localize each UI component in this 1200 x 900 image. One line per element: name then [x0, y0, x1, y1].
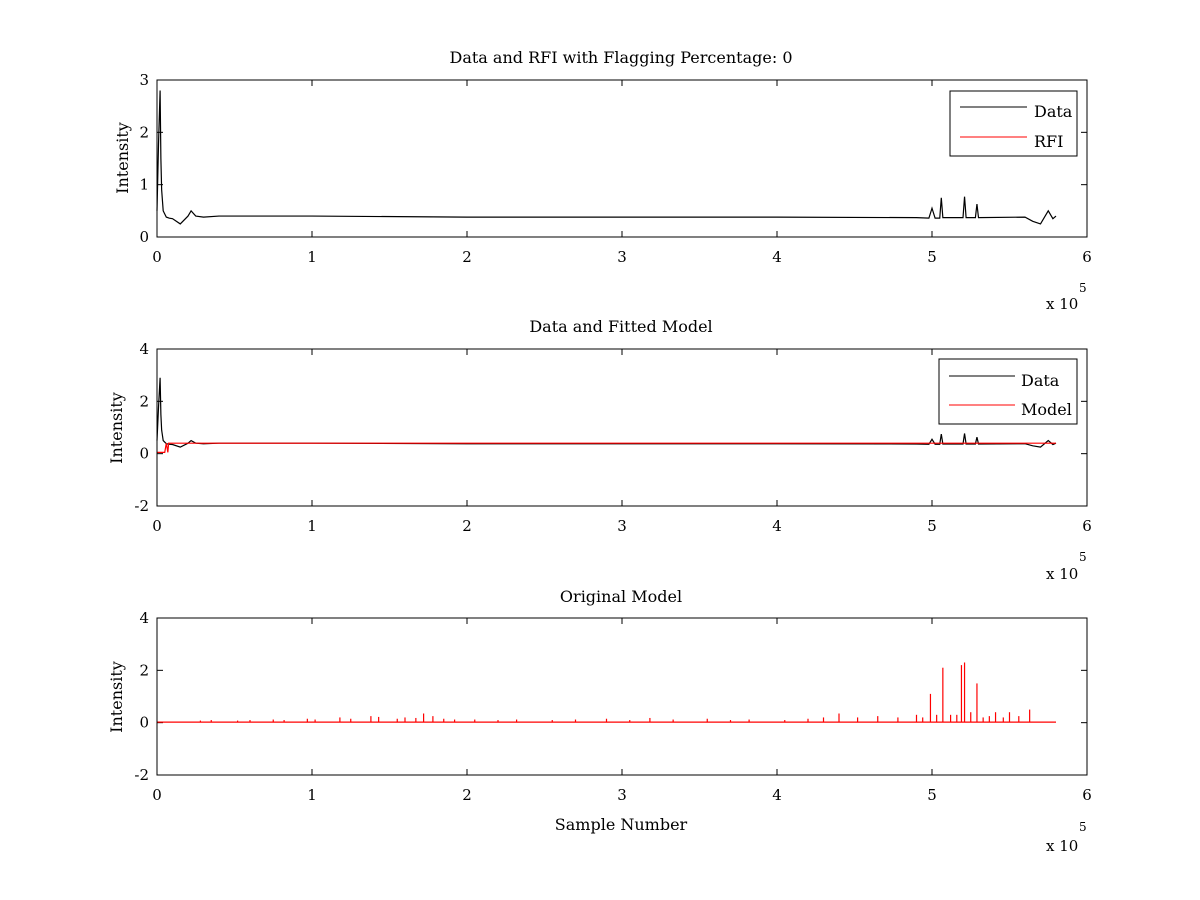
- x-tick-label: 1: [307, 786, 317, 804]
- y-tick-label: 3: [139, 71, 149, 89]
- x-tick-label: 0: [152, 786, 162, 804]
- x-tick-label: 2: [462, 786, 472, 804]
- x-tick-label: 4: [772, 517, 782, 535]
- x-tick-label: 2: [462, 517, 472, 535]
- axes-top-title: Data and RFI with Flagging Percentage: 0: [449, 48, 792, 67]
- axes-middle-title: Data and Fitted Model: [529, 317, 712, 336]
- axes-middle-x-multiplier-exp: 5: [1079, 550, 1087, 564]
- y-tick-label: 0: [139, 714, 149, 732]
- series-line-data: [156, 90, 1057, 225]
- axes-bottom-plot: [157, 662, 1056, 723]
- axes-top-frame: [156, 79, 1088, 238]
- y-tick-label: -2: [134, 766, 149, 784]
- y-tick-label: 0: [139, 228, 149, 246]
- axes-bottom-frame: [156, 617, 1088, 776]
- x-tick-label: 0: [152, 248, 162, 266]
- x-tick-label: 4: [772, 786, 782, 804]
- axes-bottom-x-multiplier-exp: 5: [1079, 820, 1087, 834]
- x-tick-label: 3: [617, 786, 627, 804]
- axes-bottom-title: Original Model: [560, 587, 682, 606]
- x-tick-label: 6: [1082, 248, 1092, 266]
- legend-label-model: Model: [1021, 400, 1072, 419]
- legend-label-rfi: RFI: [1034, 132, 1063, 151]
- axes-top-ylabel: Intensity: [113, 122, 132, 194]
- axes-middle-ylabel: Intensity: [107, 392, 126, 464]
- legend-label-data: Data: [1034, 102, 1073, 121]
- legend-box: [938, 358, 1078, 425]
- axes-bottom-ylabel: Intensity: [107, 661, 126, 733]
- y-tick-label: 1: [139, 176, 149, 194]
- x-tick-label: 3: [617, 517, 627, 535]
- x-tick-label: 3: [617, 248, 627, 266]
- axes-middle-frame: [156, 348, 1088, 507]
- x-tick-label: 5: [927, 517, 937, 535]
- axes-middle-legend: Data Model: [938, 358, 1078, 425]
- y-tick-label: -2: [134, 497, 149, 515]
- series-line-model: [157, 442, 1056, 453]
- axes-top: Data and RFI with Flagging Percentage: 0…: [113, 48, 1092, 313]
- x-tick-label: 5: [927, 786, 937, 804]
- axes-bottom-x-multiplier: x 10: [1046, 837, 1078, 855]
- y-tick-label: 4: [139, 340, 149, 358]
- x-tick-label: 1: [307, 248, 317, 266]
- x-tick-label: 1: [307, 517, 317, 535]
- axes-middle-plot: [156, 377, 1057, 453]
- x-tick-label: 4: [772, 248, 782, 266]
- axes-top-x-multiplier-exp: 5: [1079, 281, 1087, 295]
- legend-label-data: Data: [1021, 371, 1060, 390]
- axes-bottom-xlabel: Sample Number: [555, 815, 688, 834]
- y-tick-label: 2: [139, 661, 149, 679]
- y-tick-label: 0: [139, 445, 149, 463]
- axes-top-plot: [156, 90, 1057, 225]
- x-tick-label: 0: [152, 517, 162, 535]
- x-tick-label: 2: [462, 248, 472, 266]
- y-tick-label: 4: [139, 609, 149, 627]
- x-tick-label: 6: [1082, 517, 1092, 535]
- y-tick-label: 2: [139, 392, 149, 410]
- x-tick-label: 5: [927, 248, 937, 266]
- x-tick-label: 6: [1082, 786, 1092, 804]
- axes-middle: Data and Fitted Model Intensity 0 1 2 3 4 5 6 -…: [107, 317, 1092, 583]
- axes-middle-x-multiplier: x 10: [1046, 565, 1078, 583]
- y-tick-label: 2: [139, 123, 149, 141]
- axes-top-x-multiplier: x 10: [1046, 295, 1078, 313]
- legend-box: [949, 90, 1078, 157]
- axes-top-legend: Data RFI: [949, 90, 1078, 157]
